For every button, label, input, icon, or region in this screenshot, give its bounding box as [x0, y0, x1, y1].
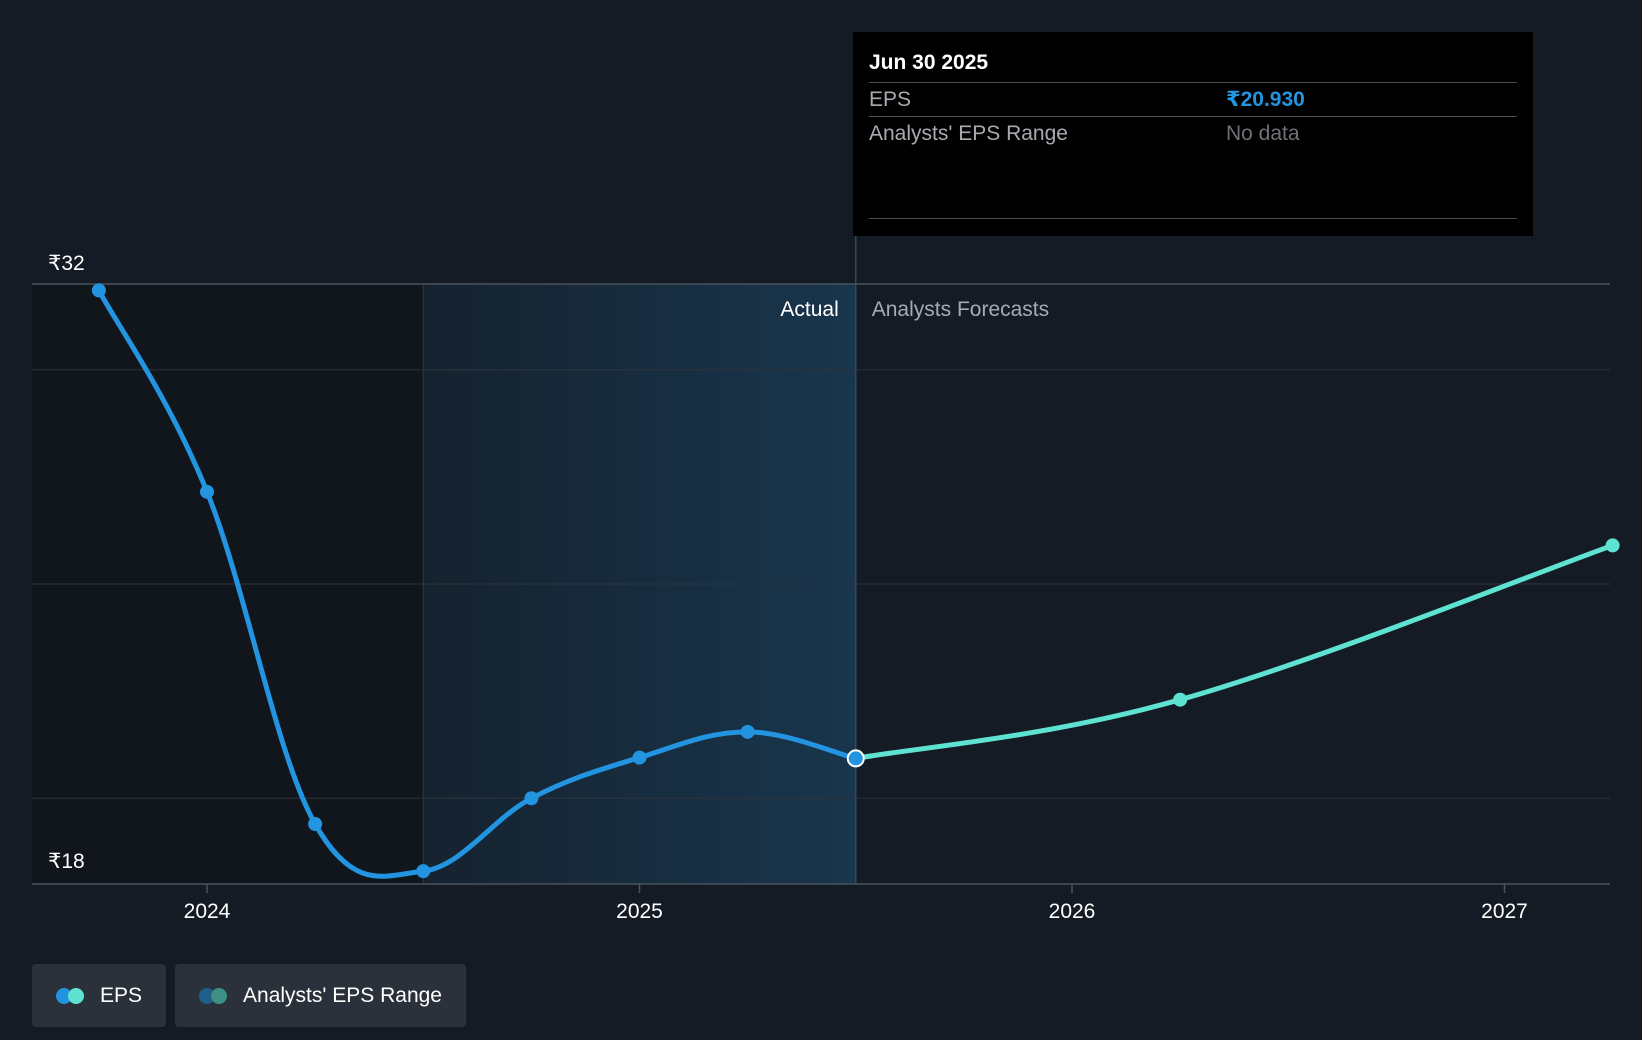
eps-data-point — [846, 749, 865, 768]
legend-item-eps[interactable]: EPS — [32, 964, 167, 1027]
tooltip-panel: Jun 30 2025 EPS ₹20.930 Analysts' EPS Ra… — [853, 32, 1533, 236]
eps-data-point — [416, 864, 431, 879]
eps-data-point — [740, 724, 755, 739]
legend-range-swatch — [199, 987, 229, 1004]
eps-data-point — [200, 484, 214, 499]
eps-data-point — [308, 817, 323, 831]
chart-legend: EPS Analysts' EPS Range — [32, 964, 466, 1027]
eps-forecast-point — [1605, 538, 1620, 553]
legend-eps-dot-forecast — [68, 987, 84, 1004]
eps-forecast-point — [1173, 692, 1188, 707]
legend-eps-swatch — [56, 987, 86, 1004]
forecast-region-label: Analysts Forecasts — [872, 298, 1049, 321]
legend-item-eps-range[interactable]: Analysts' EPS Range — [175, 964, 466, 1027]
x-axis-tick-label: 2024 — [184, 900, 231, 923]
tooltip-eps-label: EPS — [869, 88, 912, 111]
tooltip-range-value: No data — [1226, 122, 1300, 145]
tooltip-divider — [869, 218, 1517, 219]
x-axis-tick-label: 2027 — [1481, 900, 1528, 923]
legend-range-dot-forecast — [211, 987, 228, 1004]
eps-data-point — [91, 283, 106, 298]
eps-forecast-line — [853, 542, 1616, 761]
eps-data-point — [524, 791, 539, 806]
tooltip-range-label: Analysts' EPS Range — [869, 122, 1068, 145]
eps-data-point — [632, 750, 647, 765]
x-axis-tick-label: 2026 — [1049, 900, 1096, 923]
tooltip-eps-value: ₹20.930 — [1226, 88, 1305, 111]
y-axis-label-max: ₹32 — [48, 252, 85, 275]
actual-region-label: Actual — [780, 298, 838, 321]
legend-eps-label: EPS — [100, 983, 143, 1007]
x-axis-tick-label: 2025 — [616, 900, 663, 923]
y-axis-label-min: ₹18 — [48, 850, 85, 873]
tooltip-range-row: Analysts' EPS Range No data — [869, 116, 1517, 150]
tooltip-date: Jun 30 2025 — [869, 51, 989, 74]
legend-range-label: Analysts' EPS Range — [243, 983, 442, 1007]
tooltip-eps-row: EPS ₹20.930 — [869, 82, 1517, 116]
